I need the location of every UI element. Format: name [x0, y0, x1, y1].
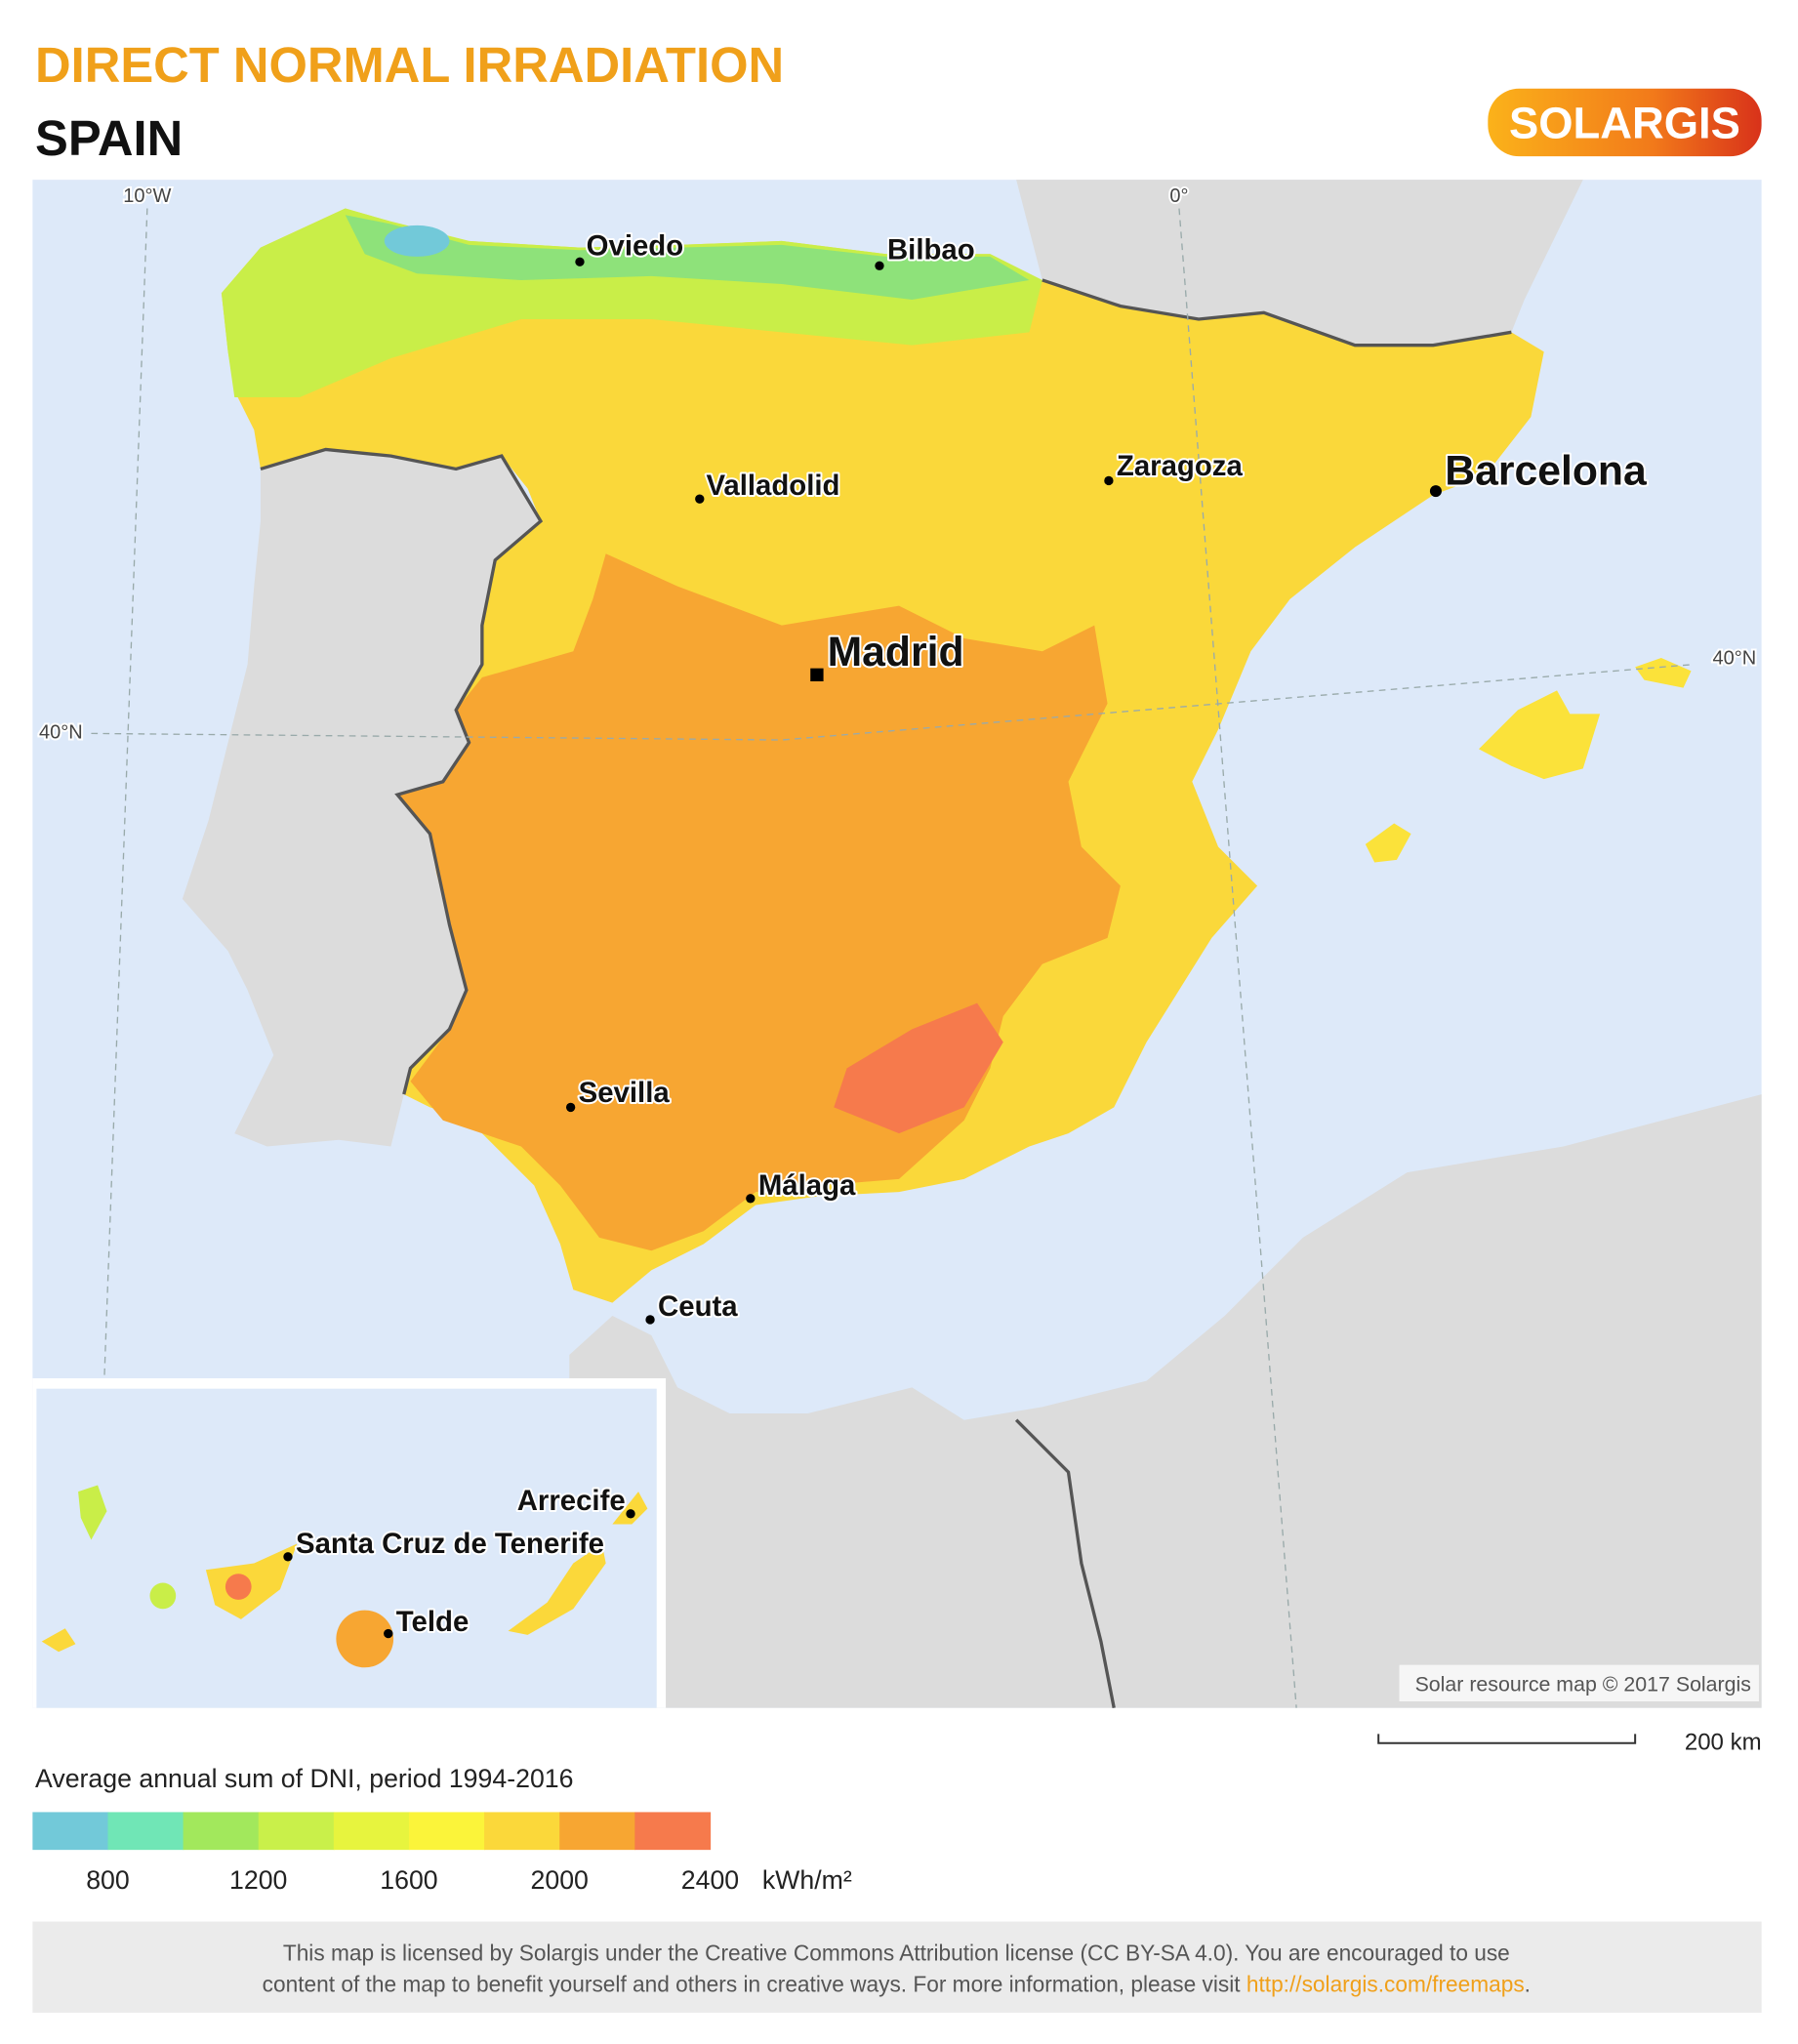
north-coast-low [384, 225, 450, 257]
legend-swatch [333, 1812, 410, 1851]
north-coast-high [345, 215, 1030, 300]
footer-link[interactable]: http://solargis.com/freemaps [1246, 1972, 1525, 1997]
island-peak [225, 1574, 252, 1600]
city-label: Málaga [758, 1169, 856, 1202]
portugal [182, 449, 541, 1147]
city-label: Arrecife [517, 1485, 626, 1517]
legend: 800 1200 1600 2000 2400 [32, 1812, 739, 1895]
city-dot [645, 1315, 655, 1325]
city-dot [626, 1509, 635, 1519]
border-portugal [260, 447, 544, 1095]
city-label: Barcelona [1445, 447, 1648, 494]
legend-swatch [258, 1812, 335, 1851]
mallorca [1478, 690, 1601, 780]
france [1016, 180, 1583, 346]
meridian [1178, 208, 1297, 1708]
footer [32, 1921, 1762, 2013]
scale-bar [1377, 1734, 1637, 1744]
city-label: Santa Cruz de Tenerife [296, 1528, 604, 1560]
border-france [1042, 278, 1512, 347]
city-dot [384, 1628, 393, 1639]
island [149, 1582, 177, 1610]
meridian [103, 208, 148, 1381]
capital-marker [810, 668, 824, 681]
legend-tick-label: 1600 [380, 1865, 437, 1895]
logo: SOLARGIS [1509, 98, 1740, 147]
copyright-bg [1399, 1664, 1759, 1701]
city-dot [575, 257, 585, 266]
africa [569, 1094, 1762, 1708]
legend-swatch [183, 1812, 260, 1851]
ibiza [1365, 823, 1411, 863]
cities: Oviedo Bilbao Valladolid Zaragoza Barcel… [283, 228, 1650, 1640]
city-dot [746, 1194, 756, 1204]
legend-swatch [634, 1812, 712, 1851]
city-dot [1104, 475, 1114, 486]
legend-tick-label: 800 [86, 1865, 130, 1895]
copyright: Solar resource map © 2017 Solargis [1415, 1672, 1751, 1696]
island [336, 1610, 394, 1668]
legend-swatch [107, 1812, 184, 1851]
legend-swatch [408, 1812, 485, 1851]
legend-tick-label: 1200 [229, 1865, 287, 1895]
island [508, 1543, 606, 1635]
city-label: Oviedo [587, 230, 684, 263]
city-dot [283, 1552, 293, 1562]
city-label: Madrid [828, 629, 964, 675]
legend-title: Average annual sum of DNI, period 1994-2… [35, 1764, 573, 1793]
city-dot [695, 494, 705, 504]
footer-text: content of the map to benefit yourself a… [263, 1972, 1531, 1997]
city-label: Ceuta [658, 1290, 738, 1323]
island [205, 1543, 298, 1619]
legend-swatch [484, 1812, 560, 1851]
city-dot [875, 261, 884, 270]
title: DIRECT NORMAL IRRADIATION [35, 37, 784, 93]
border-africa [1014, 1418, 1116, 1708]
sierra-nevada [834, 1002, 1003, 1134]
legend-unit: kWh/m² [762, 1865, 852, 1895]
island [41, 1628, 76, 1653]
legend-swatch [559, 1812, 636, 1851]
graticule-label: 0° [1169, 185, 1188, 207]
logo-badge [1488, 88, 1762, 157]
legend-tick-label: 2400 [681, 1865, 739, 1895]
city-label: Bilbao [887, 234, 975, 266]
island [612, 1492, 648, 1525]
island [78, 1485, 107, 1540]
city-dot [565, 1102, 576, 1113]
graticule-label: 10°W [123, 185, 171, 207]
legend-tick-label: 2000 [531, 1865, 589, 1895]
city-label: Valladolid [706, 470, 839, 502]
canary-islands [41, 1485, 648, 1668]
city-label: Telde [396, 1606, 470, 1638]
city-label: Zaragoza [1117, 450, 1244, 482]
subtitle: SPAIN [35, 110, 183, 166]
city-dot [1429, 485, 1442, 498]
graticule-label: 40°N [1713, 648, 1757, 670]
footer-text: . [1525, 1972, 1531, 1997]
scale-label: 200 km [1685, 1729, 1762, 1755]
city-label: Sevilla [579, 1077, 671, 1109]
legend-swatch [32, 1812, 109, 1851]
graticule-label: 40°N [39, 722, 83, 744]
map: 10°W 0° 40°N 40°N [32, 180, 1762, 1708]
footer-text: content of the map to benefit yourself a… [263, 1972, 1246, 1997]
footer-text: This map is licensed by Solargis under t… [283, 1941, 1510, 1966]
